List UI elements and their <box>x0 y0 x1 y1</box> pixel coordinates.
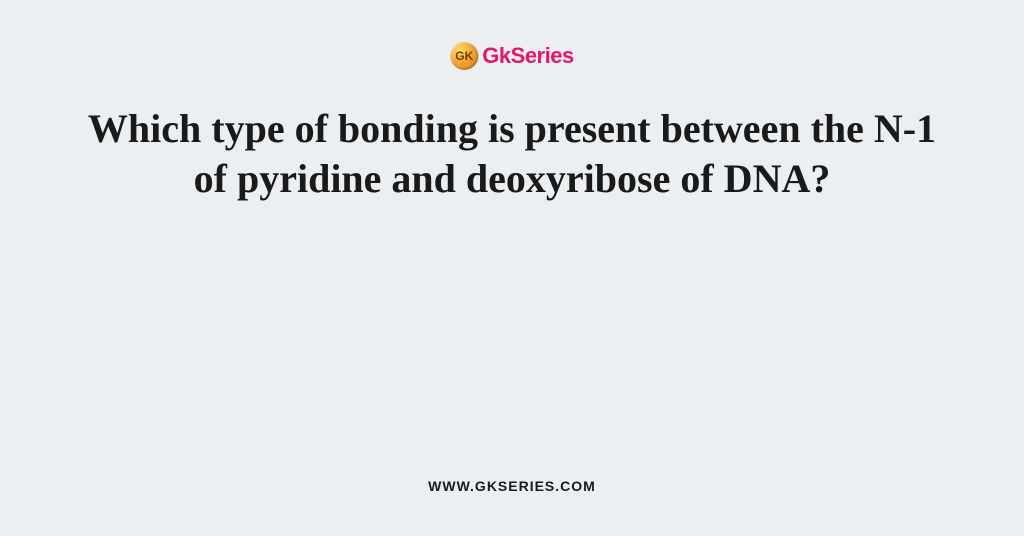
logo: GK GkSeries <box>450 42 573 70</box>
footer-url: WWW.GKSERIES.COM <box>428 478 596 494</box>
logo-badge-text: GK <box>455 49 473 63</box>
logo-badge-icon: GK <box>450 42 478 70</box>
question-text: Which type of bonding is present be­twee… <box>82 104 942 204</box>
logo-brand-text: GkSeries <box>482 43 573 69</box>
